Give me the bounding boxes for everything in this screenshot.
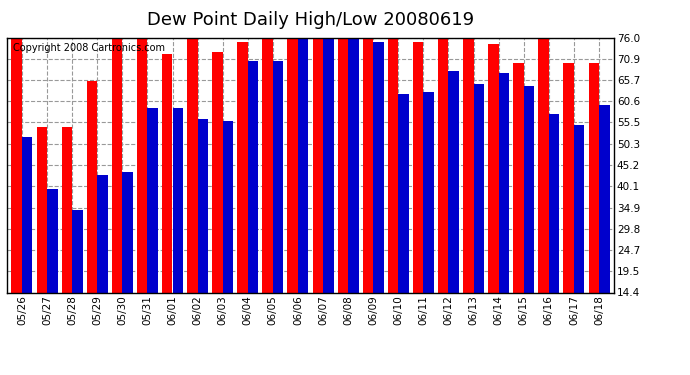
Bar <box>22 137 32 292</box>
Bar <box>513 63 524 292</box>
Bar <box>448 71 459 292</box>
Bar <box>538 36 549 292</box>
Bar <box>298 34 308 292</box>
Bar <box>589 63 599 292</box>
Bar <box>473 84 484 292</box>
Bar <box>337 0 348 292</box>
Bar <box>223 121 233 292</box>
Bar <box>348 34 359 292</box>
Bar <box>398 94 409 292</box>
Bar <box>313 0 323 292</box>
Bar <box>599 105 609 292</box>
Bar <box>148 108 158 292</box>
Bar <box>37 126 47 292</box>
Bar <box>574 125 584 292</box>
Bar <box>197 118 208 292</box>
Bar <box>12 26 22 292</box>
Bar <box>499 73 509 292</box>
Bar <box>122 172 133 292</box>
Bar <box>488 44 499 292</box>
Bar <box>564 63 574 292</box>
Bar <box>524 86 534 292</box>
Bar <box>262 3 273 292</box>
Bar <box>363 3 373 292</box>
Bar <box>172 108 183 292</box>
Bar <box>388 21 398 292</box>
Bar <box>112 26 122 292</box>
Text: Copyright 2008 Cartronics.com: Copyright 2008 Cartronics.com <box>13 43 165 52</box>
Bar <box>248 61 258 292</box>
Bar <box>413 42 424 292</box>
Bar <box>323 34 333 292</box>
Bar <box>212 53 223 292</box>
Bar <box>288 0 298 292</box>
Text: Dew Point Daily High/Low 20080619: Dew Point Daily High/Low 20080619 <box>147 11 474 29</box>
Bar <box>137 36 148 292</box>
Bar <box>162 54 172 292</box>
Bar <box>187 36 197 292</box>
Bar <box>87 81 97 292</box>
Bar <box>61 126 72 292</box>
Bar <box>438 0 449 292</box>
Bar <box>97 174 108 292</box>
Bar <box>47 189 57 292</box>
Bar <box>549 114 560 292</box>
Bar <box>424 92 434 292</box>
Bar <box>72 210 83 292</box>
Bar <box>273 61 284 292</box>
Bar <box>463 0 473 292</box>
Bar <box>237 42 248 292</box>
Bar <box>373 42 384 292</box>
